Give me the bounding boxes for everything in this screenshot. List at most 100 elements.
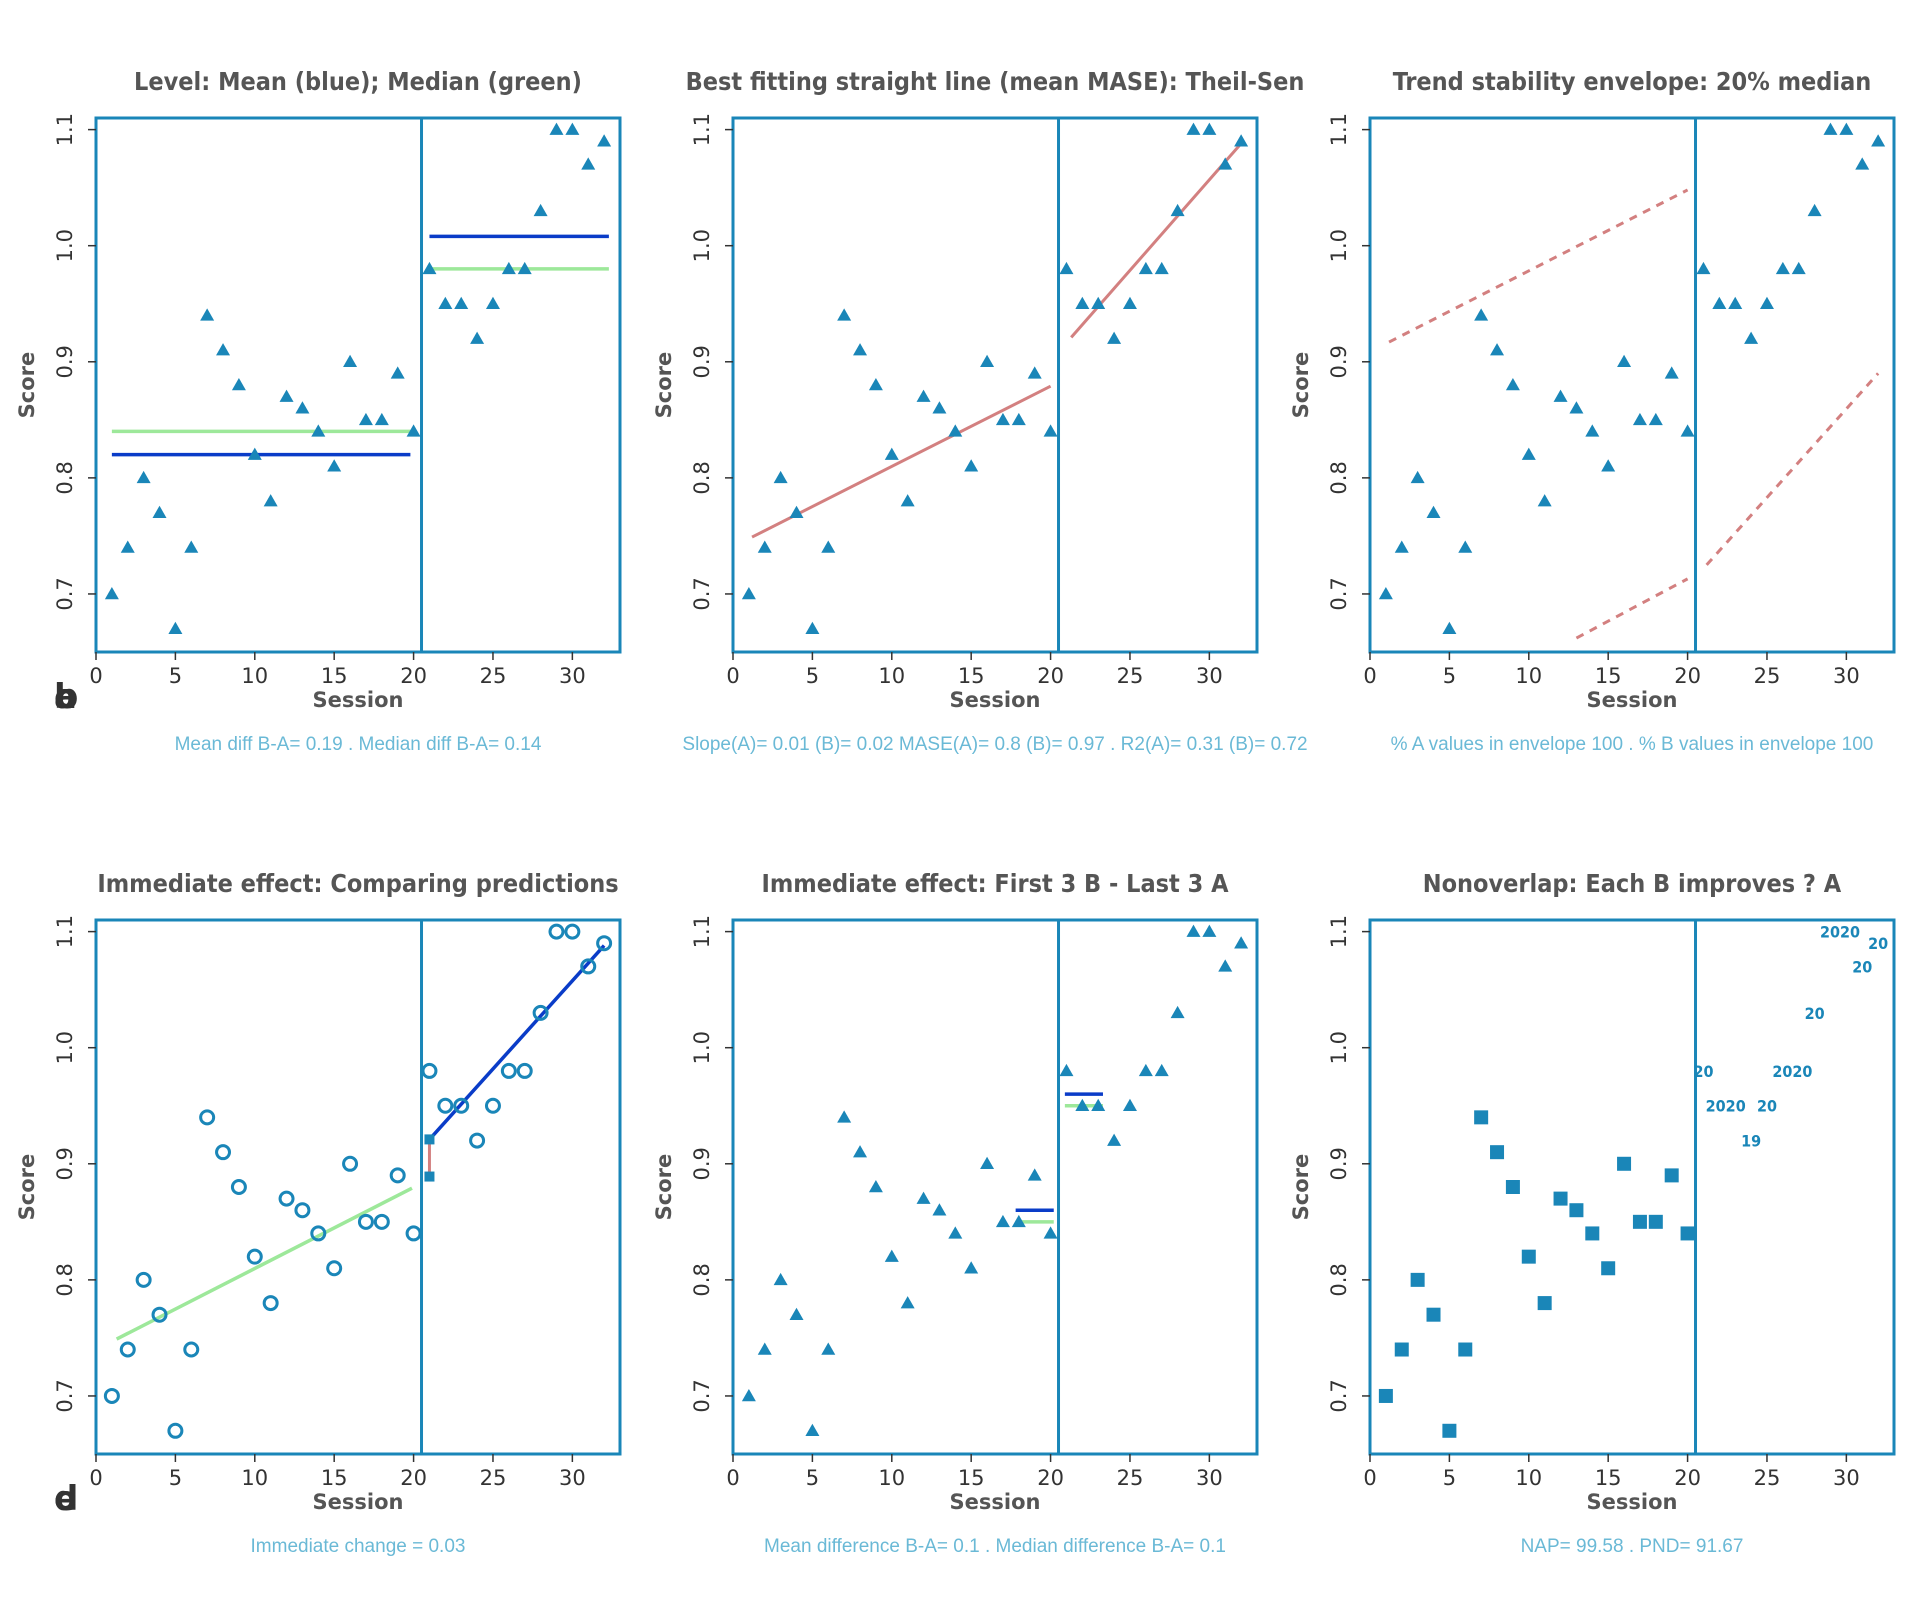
data-point	[1632, 1214, 1647, 1229]
x-tick-label: 30	[559, 1466, 586, 1490]
y-tick-label: 0.9	[1327, 1147, 1351, 1180]
y-tick-label: 1.1	[1327, 113, 1351, 146]
data-point	[1394, 1342, 1409, 1357]
data-point	[374, 412, 389, 426]
data-point	[916, 389, 931, 402]
envelope-line	[1705, 372, 1880, 566]
data-point	[501, 261, 516, 275]
data-point	[1839, 122, 1854, 135]
data-point	[103, 1387, 120, 1404]
data-point	[837, 308, 852, 321]
x-tick-label: 25	[480, 664, 507, 688]
data-point	[357, 1213, 374, 1230]
chart-title: Immediate effect: First 3 B - Last 3 A	[761, 869, 1229, 898]
y-tick-label: 1.0	[53, 229, 77, 262]
point-label: 20	[1757, 1097, 1777, 1116]
y-axis-label: Score	[652, 352, 676, 419]
y-tick-label: 1.1	[53, 915, 77, 948]
x-tick-label: 30	[1196, 664, 1223, 688]
y-tick-label: 0.7	[1327, 1379, 1351, 1412]
data-point	[469, 1132, 486, 1149]
data-point	[932, 401, 947, 414]
y-tick-label: 1.0	[53, 1031, 77, 1064]
panel-2: Best fitting straight line (mean MASE): …	[54, 67, 1308, 755]
data-point	[532, 1004, 549, 1021]
data-point	[1521, 447, 1536, 460]
data-point	[1075, 1098, 1090, 1111]
data-point	[151, 1306, 168, 1323]
y-tick-label: 1.1	[690, 915, 714, 948]
panel-letter: c	[54, 677, 74, 717]
x-tick-label: 10	[241, 664, 268, 688]
data-point	[454, 296, 469, 309]
panel-6: Nonoverlap: Each B improves ? A0 5 10 15 20 2…	[54, 869, 1896, 1557]
data-point	[200, 308, 215, 321]
data-point	[1378, 1388, 1393, 1403]
x-tick-label: 10	[1515, 664, 1542, 688]
x-tick-label: 15	[321, 1466, 348, 1490]
panel-letter: b	[54, 677, 78, 717]
mean-line	[428, 944, 606, 1141]
data-point	[1218, 157, 1233, 170]
panel-letter: d	[54, 1479, 78, 1519]
data-point	[1744, 331, 1759, 344]
x-axis-label: Session	[313, 1490, 404, 1514]
plot-frame	[731, 918, 1259, 1456]
data-point	[1442, 1423, 1457, 1438]
data-point	[1202, 122, 1217, 135]
y-axis-label: Score	[1289, 1154, 1313, 1221]
data-point	[596, 935, 613, 952]
data-point	[438, 296, 453, 309]
data-point	[263, 494, 278, 507]
x-tick-label: 15	[321, 664, 348, 688]
y-tick-label: 0.9	[690, 345, 714, 378]
data-point	[980, 354, 995, 368]
chart-title: Level: Mean (blue); Median (green)	[134, 67, 582, 96]
data-point	[1138, 261, 1153, 275]
data-point	[168, 621, 183, 635]
panel-letter: a	[54, 677, 77, 717]
x-axis-label: Session	[1587, 1490, 1678, 1514]
data-point	[1218, 959, 1233, 972]
data-point	[1426, 1307, 1441, 1322]
y-tick-label: 1.0	[690, 229, 714, 262]
data-point	[311, 424, 326, 437]
y-tick-label: 1.0	[1327, 1031, 1351, 1064]
x-tick-label: 25	[480, 1466, 507, 1490]
x-tick-label: 5	[1443, 1466, 1456, 1490]
x-tick-label: 0	[726, 664, 739, 688]
data-point	[136, 470, 151, 484]
point-label: 2020	[1820, 923, 1860, 942]
y-tick-label: 0.8	[53, 461, 77, 494]
y-tick-label: 0.9	[53, 1147, 77, 1180]
data-point	[1537, 1296, 1552, 1311]
x-tick-label: 5	[806, 664, 819, 688]
data-point	[1759, 296, 1774, 309]
y-tick-label: 0.7	[53, 1379, 77, 1412]
data-point	[980, 1156, 995, 1170]
data-point	[1091, 1098, 1106, 1111]
data-point	[310, 1225, 327, 1242]
data-point	[1617, 1156, 1632, 1171]
point-label: 20	[1693, 1062, 1713, 1081]
data-point	[1442, 621, 1457, 635]
y-axis-label: Score	[15, 1154, 39, 1221]
x-tick-label: 0	[89, 1466, 102, 1490]
data-point	[1011, 1214, 1026, 1228]
x-tick-label: 30	[1196, 1466, 1223, 1490]
x-tick-label: 0	[89, 664, 102, 688]
panel-5: Immediate effect: First 3 B - Last 3 A 0 5…	[54, 869, 1259, 1557]
data-point	[215, 1144, 232, 1161]
x-tick-label: 15	[1595, 664, 1622, 688]
data-point	[1791, 261, 1806, 275]
data-point	[262, 1295, 279, 1312]
data-point	[247, 447, 262, 460]
data-point	[868, 1180, 883, 1193]
data-point	[152, 505, 167, 518]
data-point	[343, 354, 358, 368]
point-label: 20	[1852, 957, 1872, 976]
data-point	[358, 412, 373, 426]
data-point	[932, 1203, 947, 1216]
data-point	[805, 1423, 820, 1437]
data-point	[548, 923, 565, 940]
